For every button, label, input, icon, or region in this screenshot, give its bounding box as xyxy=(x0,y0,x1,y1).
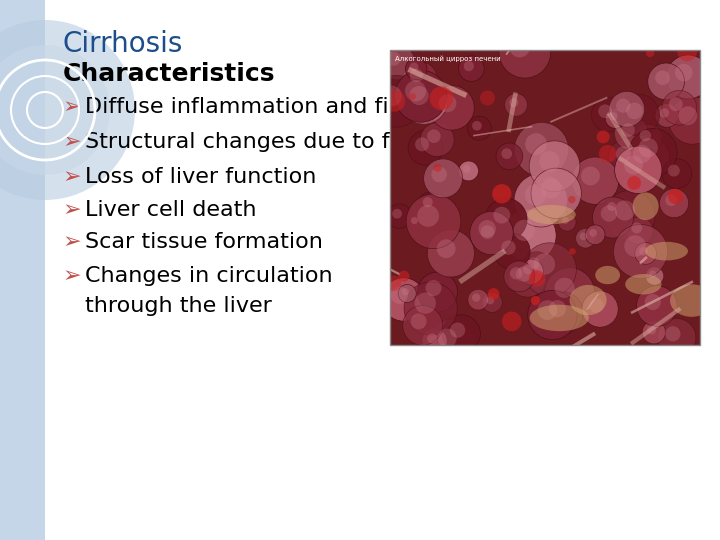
Text: Liver cell death: Liver cell death xyxy=(85,200,256,220)
Text: ➢: ➢ xyxy=(63,200,81,220)
Bar xyxy=(0,0,45,540)
Text: Diffuse inflammation and fibrosis: Diffuse inflammation and fibrosis xyxy=(85,97,454,117)
Text: through the liver: through the liver xyxy=(85,296,272,316)
Text: ➢: ➢ xyxy=(63,266,81,286)
Text: Loss of liver function: Loss of liver function xyxy=(85,167,316,187)
Text: Structural changes due to fibrosis: Structural changes due to fibrosis xyxy=(85,132,462,152)
Text: Scar tissue formation: Scar tissue formation xyxy=(85,232,323,252)
Text: ➢: ➢ xyxy=(63,97,81,117)
Text: ➢: ➢ xyxy=(63,167,81,187)
Circle shape xyxy=(0,20,135,200)
Text: Characteristics: Characteristics xyxy=(63,62,276,86)
Text: ➢: ➢ xyxy=(63,232,81,252)
Circle shape xyxy=(0,45,110,175)
Text: Changes in circulation: Changes in circulation xyxy=(85,266,333,286)
Text: ➢: ➢ xyxy=(63,132,81,152)
Text: Cirrhosis: Cirrhosis xyxy=(63,30,184,58)
Bar xyxy=(390,50,700,345)
